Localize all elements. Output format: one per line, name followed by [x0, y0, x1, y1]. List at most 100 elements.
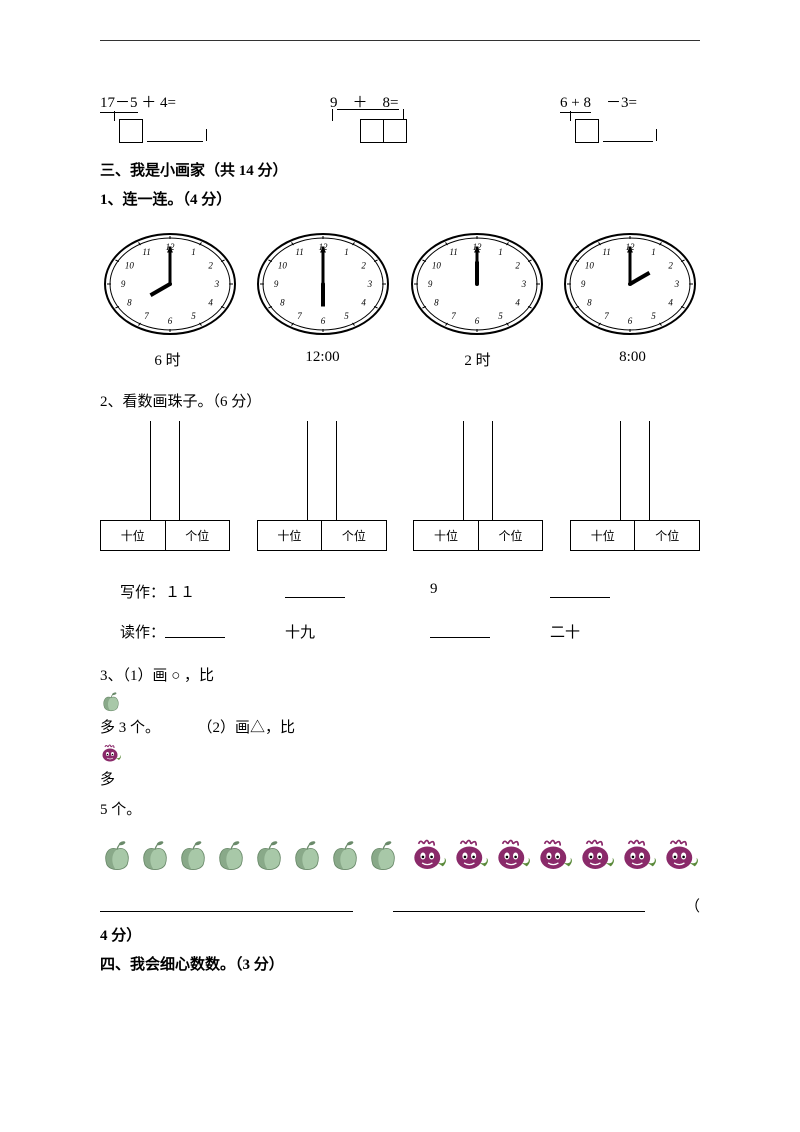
q3-part1b: 多 3 个。	[100, 720, 160, 736]
turnip-icon	[620, 837, 658, 875]
blank-line	[430, 621, 490, 638]
svg-text:3: 3	[367, 279, 373, 289]
read-val-1: 十九	[285, 621, 430, 643]
rod-ones	[492, 421, 493, 521]
abacus: 十位 个位	[100, 421, 230, 551]
apple-icon	[290, 839, 324, 873]
abacus-rods	[257, 421, 387, 521]
place-box: 十位 个位	[257, 520, 387, 551]
equation-2: 9 ＋ 8=	[330, 91, 490, 151]
write-read-block: 写作： １１ 9 读作： 十九 二十	[100, 581, 700, 643]
ones-label: 个位	[479, 521, 543, 550]
clock-label: 8:00	[565, 349, 700, 370]
tens-label: 十位	[414, 521, 479, 550]
rod-ones	[179, 421, 180, 521]
abacus-rods	[413, 421, 543, 521]
clock-labels-row: 6 时12:002 时8:00	[100, 349, 700, 370]
section4-title: 四、我会细心数数。（3 分）	[100, 953, 700, 974]
svg-text:6: 6	[628, 316, 633, 326]
apple-icon	[176, 839, 210, 873]
q2-title: 2、看数画珠子。（6 分）	[100, 390, 700, 411]
svg-text:10: 10	[432, 261, 442, 271]
write-line: 写作： １１ 9	[120, 581, 700, 603]
place-box: 十位 个位	[100, 520, 230, 551]
q3-points: 4 分）	[100, 924, 700, 945]
apple-icon	[252, 839, 286, 873]
svg-text:11: 11	[449, 247, 457, 257]
apple-icon	[252, 839, 286, 873]
svg-text:8: 8	[127, 297, 132, 307]
top-rule	[100, 40, 700, 41]
read-val-3: 二十	[550, 621, 695, 643]
apple-icon	[138, 839, 172, 873]
svg-text:2: 2	[362, 261, 367, 271]
write-label: 写作：	[120, 581, 165, 603]
tens-label: 十位	[571, 521, 636, 550]
clock: 123456789101112	[253, 229, 393, 339]
place-box: 十位 个位	[413, 520, 543, 551]
read-line: 读作： 十九 二十	[120, 621, 700, 643]
turnip-icon	[410, 837, 448, 875]
svg-text:1: 1	[345, 247, 350, 257]
answer-box	[360, 119, 384, 143]
apple-icon	[138, 839, 172, 873]
q3-part2: （2）画△，比	[198, 720, 296, 736]
svg-text:11: 11	[296, 247, 304, 257]
clock-icon: 123456789101112	[253, 229, 393, 339]
svg-text:7: 7	[604, 311, 609, 321]
write-val-3	[550, 581, 695, 603]
equation-3: 6 + 8 －3=	[560, 91, 700, 151]
clock-icon: 123456789101112	[407, 229, 547, 339]
ones-label: 个位	[322, 521, 386, 550]
svg-text:2: 2	[668, 261, 673, 271]
svg-text:5: 5	[191, 311, 196, 321]
eq3-rest: －3=	[591, 95, 637, 111]
q3-part2c: 5 个。	[100, 802, 141, 818]
apple-icon	[366, 839, 400, 873]
fruit-row	[100, 837, 700, 875]
abacus-rods	[100, 421, 230, 521]
apple-icon	[214, 839, 248, 873]
apple-icon	[290, 839, 324, 873]
apple-icon-inline	[100, 691, 700, 713]
apple-icon	[214, 839, 248, 873]
read-val-0	[165, 621, 285, 643]
abacus: 十位 个位	[413, 421, 543, 551]
ones-label: 个位	[635, 521, 699, 550]
paren-open: （	[685, 895, 700, 916]
svg-text:8: 8	[434, 297, 439, 307]
svg-text:11: 11	[142, 247, 150, 257]
rod-tens	[150, 421, 151, 521]
clock: 123456789101112	[100, 229, 240, 339]
apple-icon	[176, 839, 210, 873]
write-val-1	[285, 581, 430, 603]
svg-text:4: 4	[515, 297, 520, 307]
clock-icon: 123456789101112	[100, 229, 240, 339]
clocks-row: 123456789101112 123456789101112 12345678…	[100, 229, 700, 339]
svg-text:8: 8	[280, 297, 285, 307]
svg-text:5: 5	[345, 311, 350, 321]
clock-label: 2 时	[410, 349, 545, 370]
q1-title: 1、连一连。（4 分）	[100, 188, 700, 209]
svg-text:8: 8	[587, 297, 592, 307]
apple-icon	[100, 839, 134, 873]
svg-text:9: 9	[427, 279, 432, 289]
svg-text:7: 7	[451, 311, 456, 321]
turnip-icon	[578, 837, 616, 875]
abacus-rods	[570, 421, 700, 521]
blank-line	[165, 621, 225, 638]
section3-title: 三、我是小画家（共 14 分）	[100, 159, 700, 180]
write-val-0: １１	[165, 581, 285, 603]
abacus-row: 十位 个位 十位 个位 十位 个位 十位 个位	[100, 421, 700, 551]
abacus: 十位 个位	[570, 421, 700, 551]
answer-box	[575, 119, 599, 143]
answer-box	[119, 119, 143, 143]
rod-tens	[620, 421, 621, 521]
turnip-icon	[494, 837, 532, 875]
q3-text: 3、（1）画 ○ ，比 多 3 个。 （2）画△，比 多 5 个。	[100, 661, 700, 825]
blank-line	[550, 581, 610, 598]
svg-text:5: 5	[498, 311, 503, 321]
ones-label: 个位	[166, 521, 230, 550]
svg-text:7: 7	[144, 311, 149, 321]
eq1-underlined: 17－5	[100, 91, 138, 113]
